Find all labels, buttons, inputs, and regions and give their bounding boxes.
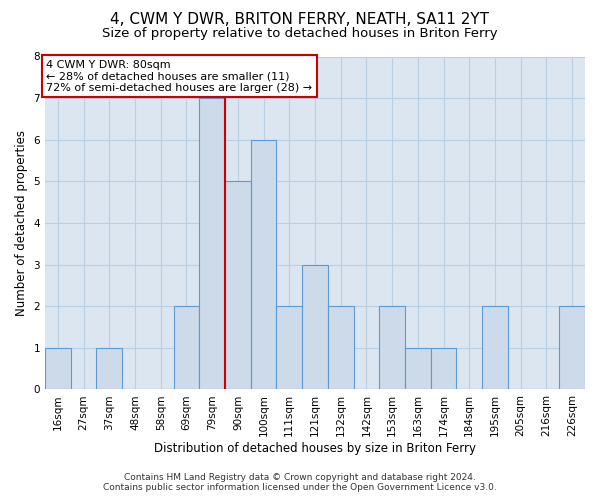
Bar: [431, 348, 457, 390]
Bar: [97, 348, 122, 390]
Text: Size of property relative to detached houses in Briton Ferry: Size of property relative to detached ho…: [102, 28, 498, 40]
Bar: [328, 306, 353, 390]
Bar: [45, 348, 71, 390]
Bar: [199, 98, 225, 390]
Bar: [482, 306, 508, 390]
Text: Contains HM Land Registry data © Crown copyright and database right 2024.
Contai: Contains HM Land Registry data © Crown c…: [103, 473, 497, 492]
Bar: [302, 264, 328, 390]
Bar: [379, 306, 405, 390]
Text: 4, CWM Y DWR, BRITON FERRY, NEATH, SA11 2YT: 4, CWM Y DWR, BRITON FERRY, NEATH, SA11 …: [110, 12, 490, 28]
Bar: [251, 140, 277, 390]
Y-axis label: Number of detached properties: Number of detached properties: [15, 130, 28, 316]
Text: 4 CWM Y DWR: 80sqm
← 28% of detached houses are smaller (11)
72% of semi-detache: 4 CWM Y DWR: 80sqm ← 28% of detached hou…: [46, 60, 313, 93]
Bar: [559, 306, 585, 390]
X-axis label: Distribution of detached houses by size in Briton Ferry: Distribution of detached houses by size …: [154, 442, 476, 455]
Bar: [277, 306, 302, 390]
Bar: [173, 306, 199, 390]
Bar: [225, 182, 251, 390]
Bar: [405, 348, 431, 390]
